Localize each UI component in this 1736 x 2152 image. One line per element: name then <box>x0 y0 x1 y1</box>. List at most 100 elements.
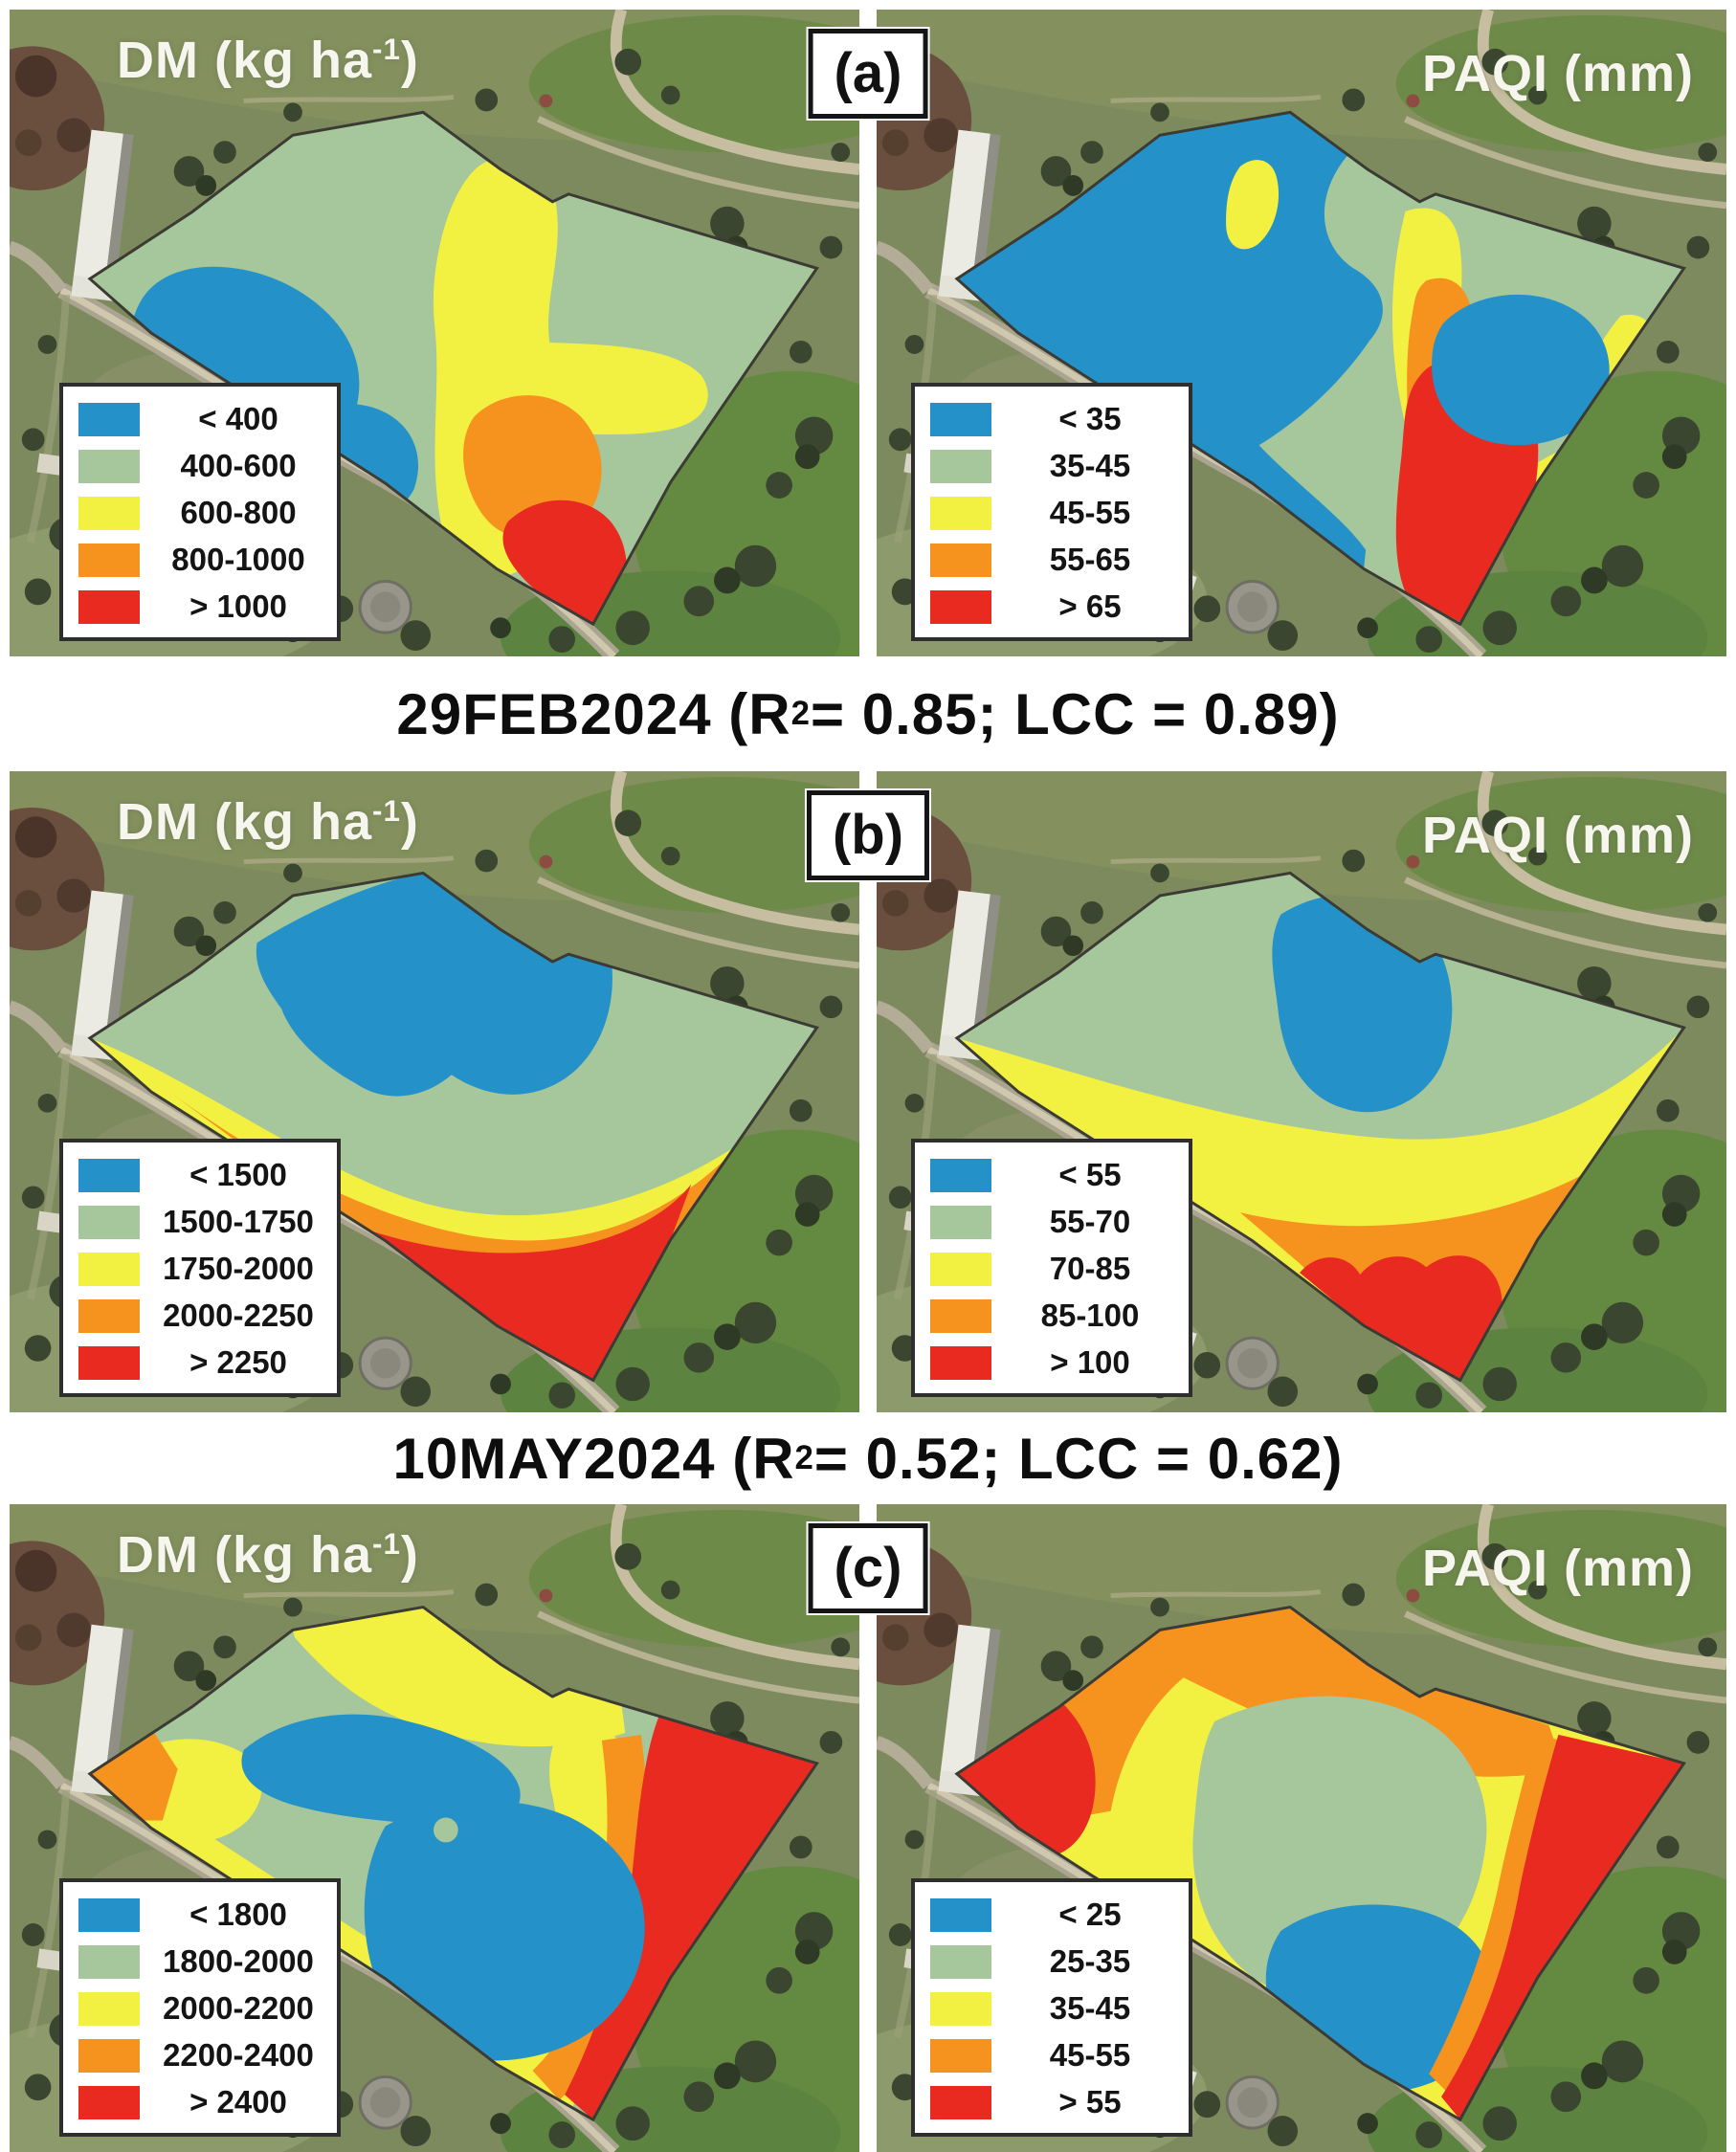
zone-red <box>323 1184 692 1381</box>
legend-row: 1500-1750 <box>78 1204 323 1240</box>
panel-label-b: (b) <box>806 790 930 880</box>
legend-label: < 25 <box>1058 1897 1122 1932</box>
map-c-dm: DM (kg ha-1) < 1800 1800-2000 2000-2200 220… <box>10 1504 859 2152</box>
legend-b-dm: < 1500 1500-1750 1750-2000 2000-2250 > 2250 <box>59 1139 341 1397</box>
legend-label: 55-70 <box>1049 1204 1131 1239</box>
legend-row: 45-55 <box>930 495 1175 531</box>
legend-row: < 1800 <box>78 1897 323 1933</box>
legend-label: 2000-2200 <box>163 1990 314 2026</box>
legend-a-paqi: < 35 35-45 45-55 55-65 > 65 <box>911 383 1192 641</box>
legend-a-dm: < 400 400-600 600-800 800-1000 > 1000 <box>59 383 341 641</box>
legend-label: 35-45 <box>1049 448 1131 483</box>
legend-label: < 55 <box>1058 1157 1122 1192</box>
map-a-dm: DM (kg ha-1) < 400 400-600 600-800 800-1000… <box>10 10 859 656</box>
legend-row: 2000-2200 <box>78 1990 323 2027</box>
map-c-paqi: PAQI (mm) < 25 25-35 35-45 45-55 > 55 <box>877 1504 1726 2152</box>
legend-swatch <box>930 402 991 436</box>
map-title-paqi: PAQI (mm) <box>1421 807 1694 864</box>
map-b-dm: DM (kg ha-1) < 1500 1500-1750 1750-2000 200… <box>10 771 859 1412</box>
legend-swatch <box>78 1897 140 1932</box>
legend-label: 70-85 <box>1049 1251 1131 1286</box>
legend-swatch <box>930 2085 991 2119</box>
legend-label: 2000-2250 <box>163 1298 314 1333</box>
legend-swatch <box>78 1205 140 1239</box>
legend-label: 55-65 <box>1049 542 1131 577</box>
legend-label: < 1500 <box>189 1157 287 1192</box>
legend-row: > 2400 <box>78 2084 323 2120</box>
legend-label: 800-1000 <box>171 542 305 577</box>
legend-row: < 25 <box>930 1897 1175 1933</box>
legend-label: 45-55 <box>1049 495 1131 530</box>
legend-label: < 35 <box>1058 401 1122 436</box>
legend-swatch <box>78 1252 140 1286</box>
legend-label: 600-800 <box>180 495 297 530</box>
legend-swatch <box>930 1252 991 1286</box>
legend-label: 85-100 <box>1040 1298 1140 1333</box>
legend-swatch <box>78 1991 140 2026</box>
map-b-dm-canvas <box>10 771 859 1412</box>
zone-yellow-spot <box>1226 160 1280 250</box>
map-b-paqi: PAQI (mm) < 55 55-70 70-85 85-100 > 100 <box>877 771 1726 1412</box>
legend-row: 1750-2000 <box>78 1251 323 1287</box>
legend-row: < 1500 <box>78 1157 323 1193</box>
legend-swatch <box>930 1991 991 2026</box>
legend-b-paqi: < 55 55-70 70-85 85-100 > 100 <box>911 1139 1192 1397</box>
legend-row: > 65 <box>930 588 1175 625</box>
legend-swatch <box>78 1158 140 1192</box>
zone-blue-upper <box>241 1714 521 1827</box>
legend-c-dm: < 1800 1800-2000 2000-2200 2200-2400 > 2400 <box>59 1878 341 2137</box>
legend-row: 55-65 <box>930 542 1175 578</box>
legend-row: 35-45 <box>930 1990 1175 2027</box>
legend-label: > 65 <box>1058 588 1122 624</box>
legend-label: 35-45 <box>1049 1990 1131 2026</box>
legend-label: < 1800 <box>189 1897 287 1932</box>
legend-swatch <box>930 589 991 624</box>
map-title-dm: DM (kg ha-1) <box>117 1526 419 1584</box>
legend-row: 55-70 <box>930 1204 1175 1240</box>
legend-swatch <box>930 496 991 530</box>
legend-row: 70-85 <box>930 1251 1175 1287</box>
legend-swatch <box>78 543 140 577</box>
zone-blue-oval <box>1432 294 1610 446</box>
map-title-dm: DM (kg ha-1) <box>117 32 419 89</box>
zone-red <box>1300 1255 1502 1381</box>
legend-label: > 55 <box>1058 2084 1122 2119</box>
legend-row: 600-800 <box>78 495 323 531</box>
legend-label: 400-600 <box>180 448 297 483</box>
legend-swatch <box>930 449 991 483</box>
map-c-paqi-canvas <box>877 1504 1726 2152</box>
legend-row: 85-100 <box>930 1298 1175 1334</box>
legend-swatch <box>78 449 140 483</box>
zone-orange-strip <box>1429 1732 1567 2094</box>
legend-swatch <box>930 1897 991 1932</box>
legend-label: 25-35 <box>1049 1943 1131 1979</box>
zone-red <box>502 499 627 625</box>
zone-blue-center <box>364 1801 645 2061</box>
zone-orange <box>1239 1118 1654 1381</box>
legend-row: 2000-2250 <box>78 1298 323 1334</box>
map-title-paqi: PAQI (mm) <box>1421 1540 1694 1597</box>
legend-row: > 1000 <box>78 588 323 625</box>
panel-c: DM (kg ha-1) < 1800 1800-2000 2000-2200 220… <box>10 1504 1726 2152</box>
legend-label: > 2400 <box>189 2084 287 2119</box>
legend-row: 25-35 <box>930 1943 1175 1980</box>
legend-swatch <box>930 543 991 577</box>
panel-label-a: (a) <box>808 29 928 119</box>
map-a-paqi: PAQI (mm) < 35 35-45 45-55 55-65 > 65 <box>877 10 1726 656</box>
legend-swatch <box>78 2085 140 2119</box>
caption-10may2024: 10MAY2024 (R 2 = 0.52; LCC = 0.62) <box>392 1426 1344 1491</box>
legend-swatch <box>78 1298 140 1333</box>
legend-c-paqi: < 25 25-35 35-45 45-55 > 55 <box>911 1878 1192 2137</box>
legend-swatch <box>78 1944 140 1979</box>
legend-label: > 2250 <box>189 1344 287 1380</box>
panel-label-c: (c) <box>808 1523 928 1613</box>
zone-yellow-top <box>293 1607 626 1747</box>
legend-label: < 400 <box>198 401 278 436</box>
zone-orange-arc <box>956 1607 1565 1829</box>
legend-swatch <box>78 402 140 436</box>
legend-swatch <box>78 1345 140 1380</box>
legend-swatch <box>78 589 140 624</box>
legend-row: > 55 <box>930 2084 1175 2120</box>
zone-red-wedge <box>956 1704 1096 1858</box>
legend-row: 400-600 <box>78 448 323 484</box>
